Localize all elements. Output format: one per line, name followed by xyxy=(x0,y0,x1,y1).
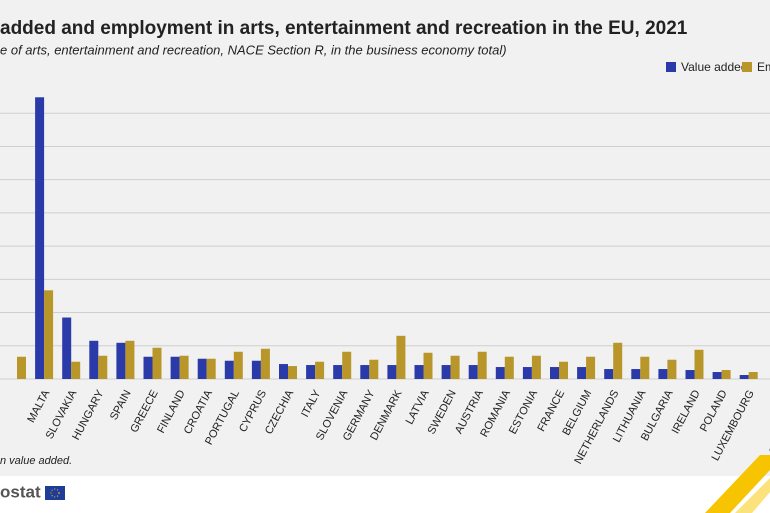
bar xyxy=(396,335,406,379)
bar xyxy=(559,361,568,379)
bar xyxy=(233,351,243,379)
bar xyxy=(441,365,451,379)
bar xyxy=(315,361,325,379)
bar xyxy=(640,356,650,379)
eu-flag xyxy=(45,486,65,500)
legend-swatch xyxy=(742,62,752,72)
bar xyxy=(477,351,487,379)
decoration xyxy=(735,478,770,513)
bar xyxy=(604,369,614,379)
legend-label: Em xyxy=(757,60,770,74)
bar xyxy=(414,365,424,379)
bar xyxy=(360,365,370,379)
bar xyxy=(89,340,99,379)
bar xyxy=(98,355,108,379)
bar xyxy=(468,365,478,379)
bar xyxy=(35,97,45,379)
footnote: n value added. xyxy=(0,455,72,467)
bar xyxy=(531,355,541,379)
bar xyxy=(694,349,704,379)
bar xyxy=(206,358,216,379)
bar xyxy=(685,370,695,379)
bar xyxy=(495,367,505,379)
bar xyxy=(143,356,153,379)
bar xyxy=(658,369,668,379)
bar xyxy=(170,356,180,379)
bar xyxy=(721,370,731,379)
bar xyxy=(387,365,397,379)
bar xyxy=(712,372,722,379)
legend-label: Value added xyxy=(681,60,748,74)
bar xyxy=(260,348,270,379)
bar xyxy=(577,367,587,379)
bar xyxy=(197,358,207,379)
chart-subtitle: e of arts, entertainment and recreation,… xyxy=(0,42,507,57)
bar xyxy=(71,361,81,379)
bar xyxy=(522,367,532,379)
bar xyxy=(279,364,288,379)
bar xyxy=(550,367,559,379)
bar xyxy=(613,342,623,379)
bar xyxy=(224,360,234,379)
bar xyxy=(116,342,126,379)
eu-stars xyxy=(50,488,60,498)
bar xyxy=(44,290,54,379)
bar xyxy=(62,317,72,379)
chart-title: added and employment in arts, entertainm… xyxy=(0,18,688,39)
bar xyxy=(739,375,749,379)
bar xyxy=(125,340,135,379)
decoration xyxy=(705,455,770,513)
bar xyxy=(423,352,433,379)
chart-background xyxy=(0,0,770,476)
bar xyxy=(333,365,343,379)
bar xyxy=(748,372,758,379)
bar xyxy=(369,359,379,379)
logo-text: ostat xyxy=(0,482,41,501)
bar xyxy=(504,356,514,379)
legend-swatch xyxy=(666,62,676,72)
bar xyxy=(288,366,297,379)
bar xyxy=(306,365,316,379)
bar xyxy=(17,356,26,379)
bar xyxy=(667,359,677,379)
bar xyxy=(152,347,162,379)
bar xyxy=(631,369,641,379)
bar xyxy=(342,351,352,379)
bar xyxy=(586,356,596,379)
bar xyxy=(450,355,460,379)
bar xyxy=(179,355,189,379)
bar xyxy=(251,360,261,379)
